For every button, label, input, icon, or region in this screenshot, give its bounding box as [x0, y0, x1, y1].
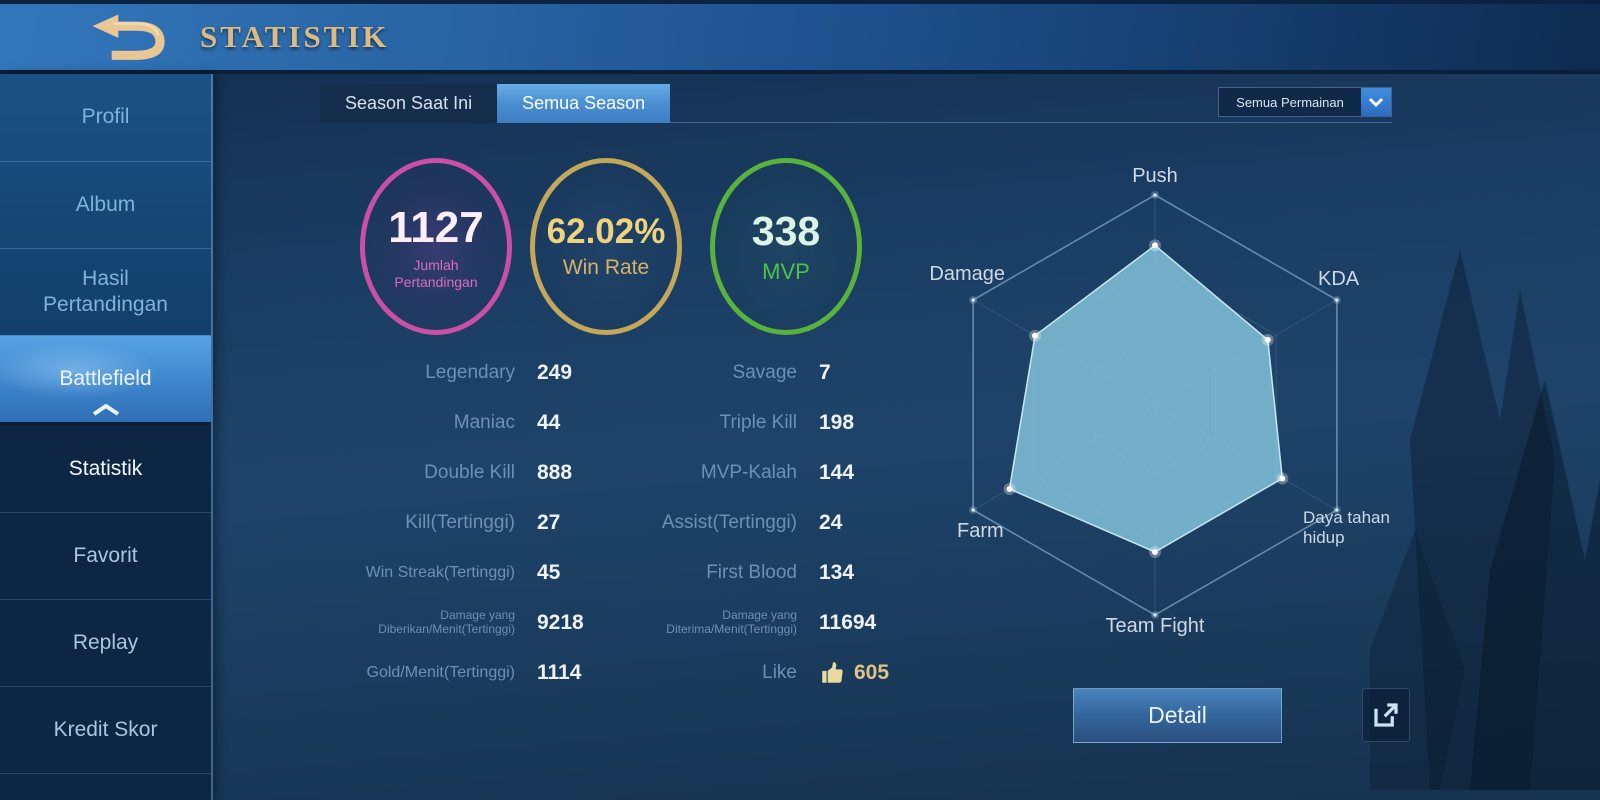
- stat-label: Maniac: [453, 412, 515, 434]
- like-count: 605: [854, 661, 890, 684]
- sidebar-item-kredit-skor[interactable]: Kredit Skor: [0, 686, 211, 773]
- like-value: 605: [819, 660, 889, 686]
- radar-axis-kda: KDA: [1318, 268, 1360, 290]
- winrate-circle: 62.02% Win Rate: [530, 158, 682, 335]
- back-icon: [92, 14, 165, 60]
- total-matches-label: Jumlah Pertandingan: [394, 257, 478, 290]
- stat-label: Like: [762, 662, 797, 684]
- stat-value: 9218: [537, 611, 584, 634]
- chevron-up-icon: [92, 404, 119, 416]
- external-link-button[interactable]: [1362, 688, 1410, 742]
- winrate-label: Win Rate: [562, 256, 650, 280]
- sidebar-item-next-partial: [0, 773, 211, 800]
- stat-row-kill-tertinggi: Kill(Tertinggi) 27: [300, 498, 560, 548]
- stat-label: Double Kill: [424, 462, 515, 484]
- external-link-icon: [1374, 703, 1398, 727]
- stat-value: 134: [819, 561, 855, 584]
- stat-label: MVP-Kalah: [700, 462, 797, 484]
- stat-value: 888: [537, 461, 573, 484]
- radar-svg: [969, 191, 1341, 619]
- stat-label: Gold/Menit(Tertinggi): [366, 663, 516, 681]
- stat-label: Assist(Tertinggi): [661, 512, 797, 534]
- stat-label: Triple Kill: [719, 412, 797, 434]
- mvp-label: MVP: [762, 259, 810, 285]
- stat-value: 27: [537, 511, 561, 534]
- stat-row-damage-diterima: Damage yang Diterima/Menit(Tertinggi) 11…: [582, 598, 876, 648]
- stat-value: 24: [819, 511, 843, 534]
- game-mode-dropdown[interactable]: Semua Permainan: [1218, 87, 1392, 117]
- stat-value: 44: [537, 411, 561, 434]
- total-matches-value: 1127: [388, 203, 484, 253]
- chevron-down-icon: [1368, 97, 1384, 107]
- stat-value: 144: [819, 461, 855, 484]
- stat-row-triple-kill: Triple Kill 198: [582, 398, 854, 448]
- sidebar-item-profil[interactable]: Profil: [81, 105, 130, 129]
- total-matches-circle: 1127 Jumlah Pertandingan: [360, 158, 512, 335]
- header-bar: STATISTIK: [0, 0, 1600, 74]
- stat-row-damage-diberikan: Damage yang Diberikan/Menit(Tertinggi) 9…: [300, 598, 584, 648]
- radar-axis-team-fight: Team Fight: [1105, 615, 1205, 637]
- stat-label: Kill(Tertinggi): [405, 512, 515, 534]
- battlefield-submenu: Statistik Favorit Replay Kredit Skor: [0, 422, 211, 800]
- tab-semua-season[interactable]: Semua Season: [497, 84, 671, 123]
- stat-row-like: Like 605: [582, 648, 889, 698]
- stat-value: 11694: [819, 611, 877, 634]
- radar-chart: Push KDA Daya tahan hidup Team Fight Far…: [915, 165, 1395, 637]
- stat-label: Damage yang Diterima/Menit(Tertinggi): [666, 608, 797, 636]
- stat-row-win-streak: Win Streak(Tertinggi) 45: [300, 548, 561, 598]
- stat-value: 249: [537, 361, 573, 384]
- stat-label: Savage: [732, 362, 797, 384]
- stat-row-gold-menit: Gold/Menit(Tertinggi) 1114: [300, 648, 582, 698]
- sidebar-item-label: Battlefield: [59, 366, 152, 390]
- sidebar-item-album[interactable]: Album: [0, 161, 211, 248]
- sidebar-item-replay[interactable]: Replay: [0, 599, 211, 686]
- page-title: STATISTIK: [200, 19, 390, 54]
- stat-value: 198: [819, 411, 855, 434]
- stat-row-legendary: Legendary 249: [300, 348, 572, 398]
- mvp-circle: 338 MVP: [710, 158, 862, 335]
- dropdown-button[interactable]: [1361, 88, 1391, 116]
- sidebar-item-hasil-pertandingan[interactable]: Hasil Pertandingan: [0, 248, 211, 335]
- sidebar-item-battlefield[interactable]: Battlefield: [0, 335, 211, 422]
- stat-row-maniac: Maniac 44: [300, 398, 561, 448]
- stat-value: 7: [819, 361, 831, 384]
- back-button[interactable]: [88, 11, 172, 63]
- thumbs-up-icon: [822, 662, 843, 683]
- stat-row-double-kill: Double Kill 888: [300, 448, 572, 498]
- stat-row-savage: Savage 7: [582, 348, 831, 398]
- stat-row-assist-tertinggi: Assist(Tertinggi) 24: [582, 498, 843, 548]
- stat-value: 45: [537, 561, 561, 584]
- stat-value: 1114: [537, 661, 582, 684]
- stat-row-first-blood: First Blood 134: [582, 548, 854, 598]
- sidebar-item-favorit[interactable]: Favorit: [0, 512, 211, 599]
- stat-label: First Blood: [706, 562, 797, 584]
- dropdown-value: Semua Permainan: [1236, 94, 1344, 110]
- stat-label: Damage yang Diberikan/Menit(Tertinggi): [378, 608, 515, 636]
- tab-season-saat-ini[interactable]: Season Saat Ini: [320, 84, 498, 123]
- mvp-value: 338: [751, 208, 821, 255]
- season-tabbar: Season Saat Ini Semua Season: [320, 84, 1392, 123]
- stat-row-mvp-kalah: MVP-Kalah 144: [582, 448, 854, 498]
- stat-label: Legendary: [425, 362, 515, 384]
- winrate-value: 62.02%: [546, 212, 666, 252]
- sidebar: Profil Album Hasil Pertandingan Battlefi…: [0, 74, 213, 800]
- radar-axis-farm: Farm: [957, 520, 1004, 542]
- radar-axis-daya-tahan-hidup: Daya tahan hidup: [1303, 508, 1390, 548]
- stat-label: Win Streak(Tertinggi): [365, 563, 515, 581]
- sidebar-item-statistik[interactable]: Statistik: [68, 456, 143, 480]
- radar-axis-damage: Damage: [929, 263, 1005, 285]
- radar-axis-push: Push: [1132, 165, 1178, 187]
- detail-button[interactable]: Detail: [1073, 688, 1282, 743]
